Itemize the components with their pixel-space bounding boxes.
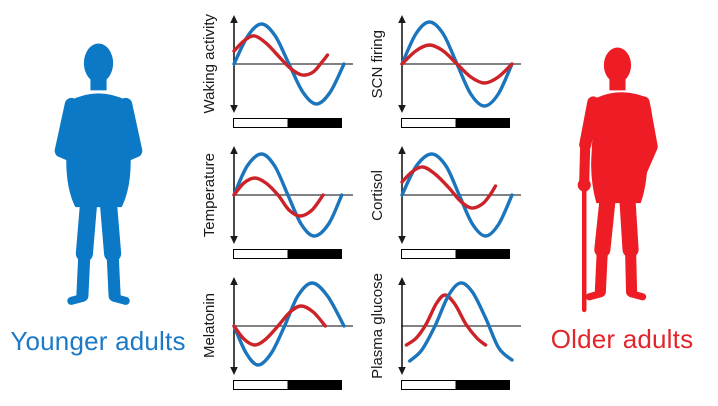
chart-y-label: Melatonin (200, 293, 218, 359)
y-axis-label-col: Plasma glucose (364, 273, 390, 379)
younger-adults-figure: Younger adults (8, 42, 188, 354)
chart-scn-firing: SCN firing (364, 12, 540, 128)
y-axis-arrow-up-icon (230, 277, 238, 285)
y-axis-arrow-up-icon (398, 146, 406, 154)
older-series-curve (400, 165, 498, 210)
y-axis-arrow-up-icon (230, 15, 238, 23)
younger-series-curve (232, 152, 344, 238)
y-axis-arrow-up-icon (230, 146, 238, 154)
y-axis-label-col: Cortisol (364, 143, 390, 247)
older-series-curve (404, 293, 488, 347)
y-axis-label-col: Melatonin (196, 274, 222, 378)
y-axis-arrow-down-icon (230, 236, 238, 244)
younger-series-curve (400, 152, 514, 238)
y-axis-label-col: SCN firing (364, 12, 390, 116)
chart-y-label: Temperature (200, 152, 218, 238)
older-adult-silhouette-icon (577, 47, 658, 313)
chart-plot (398, 146, 521, 244)
younger-series-curve (408, 281, 514, 363)
younger-series-curve (232, 22, 346, 106)
older-series-curve (400, 43, 514, 85)
older-series-curve (232, 34, 330, 77)
chart-plasma-glucose: Plasma glucose (364, 273, 540, 390)
y-axis-label-col: Temperature (196, 143, 222, 247)
chart-y-label: Plasma glucose (368, 273, 386, 379)
chart-melatonin: Melatonin (196, 274, 372, 390)
y-axis-arrow-down-icon (398, 236, 406, 244)
y-axis-arrow-down-icon (398, 105, 406, 113)
day-night-bar (401, 118, 510, 128)
day-night-bar (401, 249, 510, 259)
older-adults-label: Older adults (550, 324, 694, 354)
day-night-bar (233, 380, 342, 390)
day-night-bar (401, 380, 510, 390)
younger-series-curve (232, 281, 346, 367)
y-axis-arrow-up-icon (398, 15, 406, 23)
y-axis-arrow-down-icon (230, 105, 238, 113)
y-axis-label-col: Waking activity (196, 12, 222, 116)
day-night-bar (233, 118, 342, 128)
day-night-bar (233, 249, 342, 259)
chart-y-label: Cortisol (368, 169, 386, 221)
y-axis-arrow-up-icon (398, 277, 406, 285)
younger-adults-label: Younger adults (10, 326, 186, 356)
chart-y-label: SCN firing (368, 29, 386, 99)
younger-adult-silhouette-icon (54, 43, 142, 305)
chart-plot (230, 277, 353, 375)
y-axis-arrow-down-icon (398, 367, 406, 375)
chart-temperature: Temperature (196, 143, 372, 259)
older-series-curve (232, 176, 325, 218)
chart-plot (230, 146, 353, 244)
chart-waking-activity: Waking activity (196, 12, 372, 128)
chart-cortisol: Cortisol (364, 143, 540, 259)
chart-y-label: Waking activity (200, 14, 218, 114)
chart-plot (230, 15, 353, 113)
older-series-curve (232, 304, 327, 347)
chart-plot (398, 277, 521, 375)
older-adults-figure: Older adults (542, 40, 702, 352)
y-axis-arrow-down-icon (230, 367, 238, 375)
chart-plot (398, 15, 521, 113)
